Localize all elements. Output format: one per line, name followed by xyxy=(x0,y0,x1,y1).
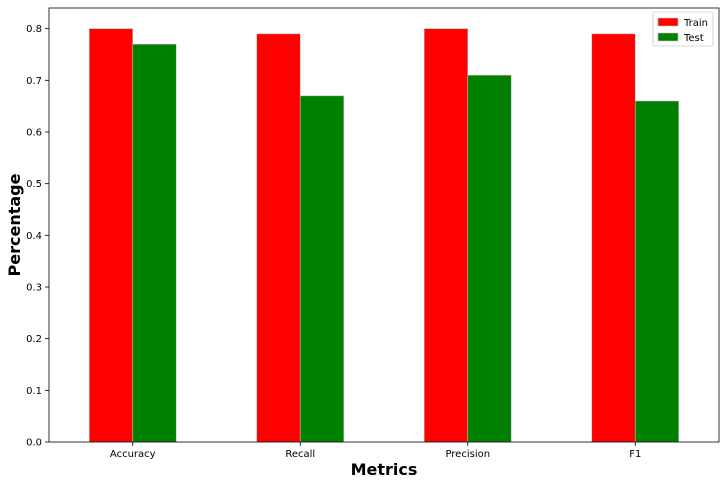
y-tick-label: 0.2 xyxy=(26,334,42,345)
x-tick-label: Recall xyxy=(285,449,315,460)
legend-swatch-train xyxy=(657,17,679,27)
y-tick-label: 0.4 xyxy=(26,231,42,242)
plot-frame xyxy=(48,7,720,443)
x-tick-label: Precision xyxy=(445,449,490,460)
bar-train-recall xyxy=(256,33,301,443)
y-axis: 0.0 0.1 0.2 0.3 0.4 0.5 0.6 0.7 0.8 xyxy=(26,24,49,449)
x-axis: Accuracy Recall Precision F1 xyxy=(110,442,641,460)
y-axis-label: Percentage xyxy=(5,173,24,276)
bar-train-accuracy xyxy=(88,28,134,443)
x-axis-label: Metrics xyxy=(351,460,418,479)
y-tick-label: 0.5 xyxy=(26,179,42,190)
y-tick-label: 0.0 xyxy=(26,438,42,449)
legend-label-train: Train xyxy=(683,18,708,29)
bars-group xyxy=(88,28,680,443)
bar-test-precision xyxy=(467,74,512,443)
bar-test-f1 xyxy=(634,100,680,443)
bar-train-f1 xyxy=(591,33,636,443)
legend: Train Test xyxy=(652,11,714,47)
legend-swatch-test xyxy=(657,32,679,42)
x-tick-label: Accuracy xyxy=(110,449,156,460)
y-tick-label: 0.1 xyxy=(26,386,42,397)
x-tick-label: F1 xyxy=(629,449,641,460)
y-tick-label: 0.3 xyxy=(26,283,42,294)
legend-label-test: Test xyxy=(683,33,704,44)
y-tick-label: 0.6 xyxy=(26,128,42,139)
bar-test-accuracy xyxy=(132,43,177,443)
y-tick-label: 0.8 xyxy=(26,24,42,35)
bar-test-recall xyxy=(299,95,345,443)
y-tick-label: 0.7 xyxy=(26,76,42,87)
bar-train-precision xyxy=(423,28,469,443)
